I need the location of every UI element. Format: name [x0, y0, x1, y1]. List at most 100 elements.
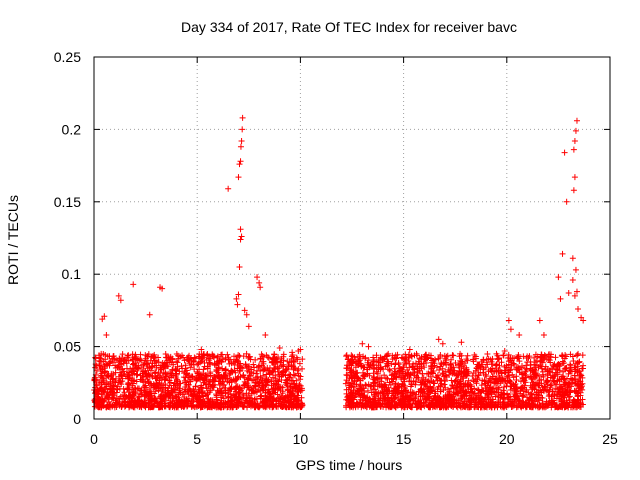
- data-point: [260, 383, 267, 390]
- data-point: [365, 361, 372, 368]
- data-point: [451, 399, 458, 406]
- data-point: [159, 285, 166, 292]
- data-point: [463, 366, 470, 373]
- data-point: [229, 404, 236, 411]
- data-point: [293, 354, 300, 361]
- data-point: [245, 323, 252, 330]
- data-point: [287, 380, 294, 387]
- data-point: [282, 372, 289, 379]
- data-point: [146, 311, 153, 318]
- data-point: [425, 389, 432, 396]
- data-point: [535, 396, 542, 403]
- data-point: [491, 404, 498, 411]
- data-point: [439, 365, 446, 372]
- data-point: [384, 390, 391, 397]
- data-point: [370, 376, 377, 383]
- data-point: [148, 392, 155, 399]
- data-point: [131, 370, 138, 377]
- data-point: [461, 369, 468, 376]
- data-point: [444, 386, 451, 393]
- data-point: [519, 364, 526, 371]
- data-point: [534, 379, 541, 386]
- data-point: [414, 369, 421, 376]
- data-point: [351, 371, 358, 378]
- data-point: [477, 404, 484, 411]
- data-point: [215, 364, 222, 371]
- data-point: [472, 353, 479, 360]
- data-point: [386, 367, 393, 374]
- data-point: [234, 301, 241, 308]
- data-point: [245, 376, 252, 383]
- data-point: [384, 352, 391, 359]
- data-point: [428, 397, 435, 404]
- data-point: [549, 388, 556, 395]
- data-point: [149, 373, 156, 380]
- data-point: [259, 353, 266, 360]
- data-point: [544, 367, 551, 374]
- data-point: [198, 346, 205, 353]
- data-point: [132, 365, 139, 372]
- data-point: [225, 393, 232, 400]
- data-point: [145, 394, 152, 401]
- data-point: [513, 373, 520, 380]
- data-point: [420, 374, 427, 381]
- data-point: [505, 351, 512, 358]
- data-point: [501, 401, 508, 408]
- data-point: [99, 396, 106, 403]
- data-point: [367, 362, 374, 369]
- data-point: [120, 368, 127, 375]
- data-point: [392, 352, 399, 359]
- data-point: [391, 373, 398, 380]
- data-point: [431, 392, 438, 399]
- data-point: [204, 390, 211, 397]
- data-point: [260, 360, 267, 367]
- data-point: [165, 363, 172, 370]
- data-point: [225, 185, 232, 192]
- data-point: [371, 399, 378, 406]
- data-point: [437, 351, 444, 358]
- data-point: [268, 378, 275, 385]
- data-point: [237, 143, 244, 150]
- data-point: [218, 359, 225, 366]
- data-point: [431, 380, 438, 387]
- data-point: [115, 379, 122, 386]
- data-point: [555, 274, 562, 281]
- data-point: [475, 372, 482, 379]
- data-point: [469, 388, 476, 395]
- data-point: [185, 389, 192, 396]
- data-point: [531, 354, 538, 361]
- data-point: [565, 290, 572, 297]
- data-point: [554, 377, 561, 384]
- data-point: [538, 354, 545, 361]
- data-point: [226, 371, 233, 378]
- data-point: [424, 385, 431, 392]
- data-point: [162, 393, 169, 400]
- data-point: [360, 372, 367, 379]
- data-point: [396, 401, 403, 408]
- data-point: [491, 388, 498, 395]
- data-point: [448, 393, 455, 400]
- data-point: [199, 398, 206, 405]
- data-point: [263, 403, 270, 410]
- data-point: [114, 383, 121, 390]
- data-point: [246, 394, 253, 401]
- data-point: [348, 401, 355, 408]
- data-point: [248, 395, 255, 402]
- data-point: [401, 355, 408, 362]
- data-point: [410, 389, 417, 396]
- data-point: [237, 226, 244, 233]
- data-point: [548, 393, 555, 400]
- data-point: [142, 400, 149, 407]
- data-point: [152, 388, 159, 395]
- data-point: [541, 404, 548, 411]
- data-point: [345, 393, 352, 400]
- data-point: [422, 395, 429, 402]
- data-point: [472, 378, 479, 385]
- data-point: [373, 352, 380, 359]
- data-point: [151, 359, 158, 366]
- data-point: [155, 359, 162, 366]
- data-point: [460, 384, 467, 391]
- data-point: [299, 387, 306, 394]
- data-point: [492, 402, 499, 409]
- data-point: [220, 395, 227, 402]
